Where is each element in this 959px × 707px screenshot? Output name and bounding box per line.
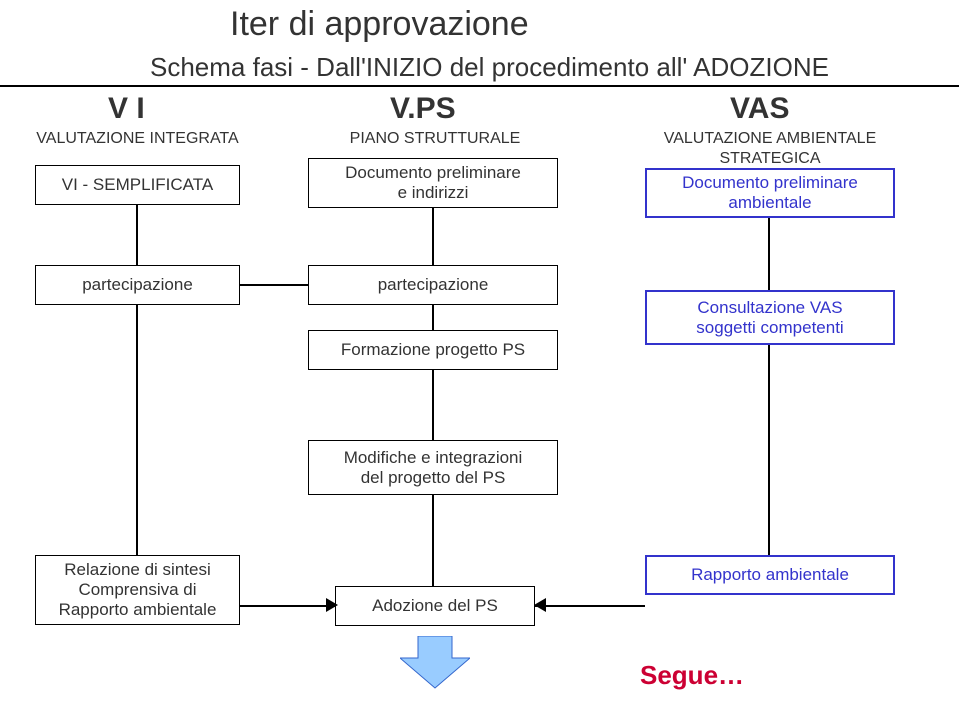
box-rel-l3: Rapporto ambientale [59, 600, 217, 620]
col-sub-left: VALUTAZIONE INTEGRATA [0, 130, 275, 148]
box-doc-preliminare: Documento preliminare e indirizzi [308, 158, 558, 208]
box-part-left-text: partecipazione [82, 275, 193, 295]
vline-left-1 [136, 205, 138, 265]
box-adoz-text: Adozione del PS [372, 596, 498, 616]
page-title: Iter di approvazione [230, 5, 529, 44]
vline-mid-1 [432, 208, 434, 265]
down-arrow-icon [400, 636, 470, 691]
arrowhead-to-adozione-from-left [326, 598, 340, 612]
box-partecipazione-left: partecipazione [35, 265, 240, 305]
box-doc-prelim-amb-l2: ambientale [728, 193, 811, 213]
col-sub-right2: STRATEGICA [630, 150, 910, 168]
col-head-mid: V.PS [390, 92, 456, 126]
vline-right-2 [768, 345, 770, 555]
box-rapp-amb-text: Rapporto ambientale [691, 565, 849, 585]
vline-right-1 [768, 218, 770, 290]
box-doc-prelim-ambientale: Documento preliminare ambientale [645, 168, 895, 218]
box-rel-l1: Relazione di sintesi [64, 560, 210, 580]
segue-label: Segue… [640, 660, 744, 691]
vline-mid-4 [432, 495, 434, 586]
box-adozione: Adozione del PS [335, 586, 535, 626]
box-modif-l1: Modifiche e integrazioni [344, 448, 523, 468]
box-consult-l1: Consultazione VAS [697, 298, 842, 318]
box-modif-l2: del progetto del PS [361, 468, 506, 488]
vline-mid-2 [432, 305, 434, 330]
box-doc-prelim-amb-l1: Documento preliminare [682, 173, 858, 193]
box-doc-prelim-l1: Documento preliminare [345, 163, 521, 183]
box-vi-semplificata: VI - SEMPLIFICATA [35, 165, 240, 205]
col-sub-mid: PIANO STRUTTURALE [320, 130, 550, 148]
col-sub-right1: VALUTAZIONE AMBIENTALE [630, 130, 910, 148]
box-doc-prelim-l2: e indirizzi [398, 183, 469, 203]
subtitle-a: Schema fasi - [150, 52, 316, 82]
box-consultazione-vas: Consultazione VAS soggetti competenti [645, 290, 895, 345]
hline-part [240, 284, 308, 286]
box-consult-l2: soggetti competenti [696, 318, 843, 338]
arrowhead-to-adozione-from-right [532, 598, 546, 612]
box-modifiche: Modifiche e integrazioni del progetto de… [308, 440, 558, 495]
hline-bottom-left [240, 605, 335, 607]
box-vi-semplificata-text: VI - SEMPLIFICATA [62, 175, 213, 195]
col-head-right: VAS [730, 92, 789, 126]
subtitle: Schema fasi - Dall'INIZIO del procedimen… [150, 52, 829, 83]
col-head-left: V I [108, 92, 145, 126]
box-rel-l2: Comprensiva di [78, 580, 196, 600]
subtitle-underline [0, 85, 959, 87]
box-partecipazione-mid: partecipazione [308, 265, 558, 305]
box-formazione-progetto: Formazione progetto PS [308, 330, 558, 370]
vline-mid-3 [432, 370, 434, 440]
subtitle-b: Dall'INIZIO del procedimento all' ADOZIO… [316, 52, 829, 82]
box-rapporto-ambientale: Rapporto ambientale [645, 555, 895, 595]
box-relazione-sintesi: Relazione di sintesi Comprensiva di Rapp… [35, 555, 240, 625]
box-form-prog-text: Formazione progetto PS [341, 340, 525, 360]
hline-bottom-right [535, 605, 645, 607]
vline-left-2 [136, 305, 138, 555]
box-part-mid-text: partecipazione [378, 275, 489, 295]
